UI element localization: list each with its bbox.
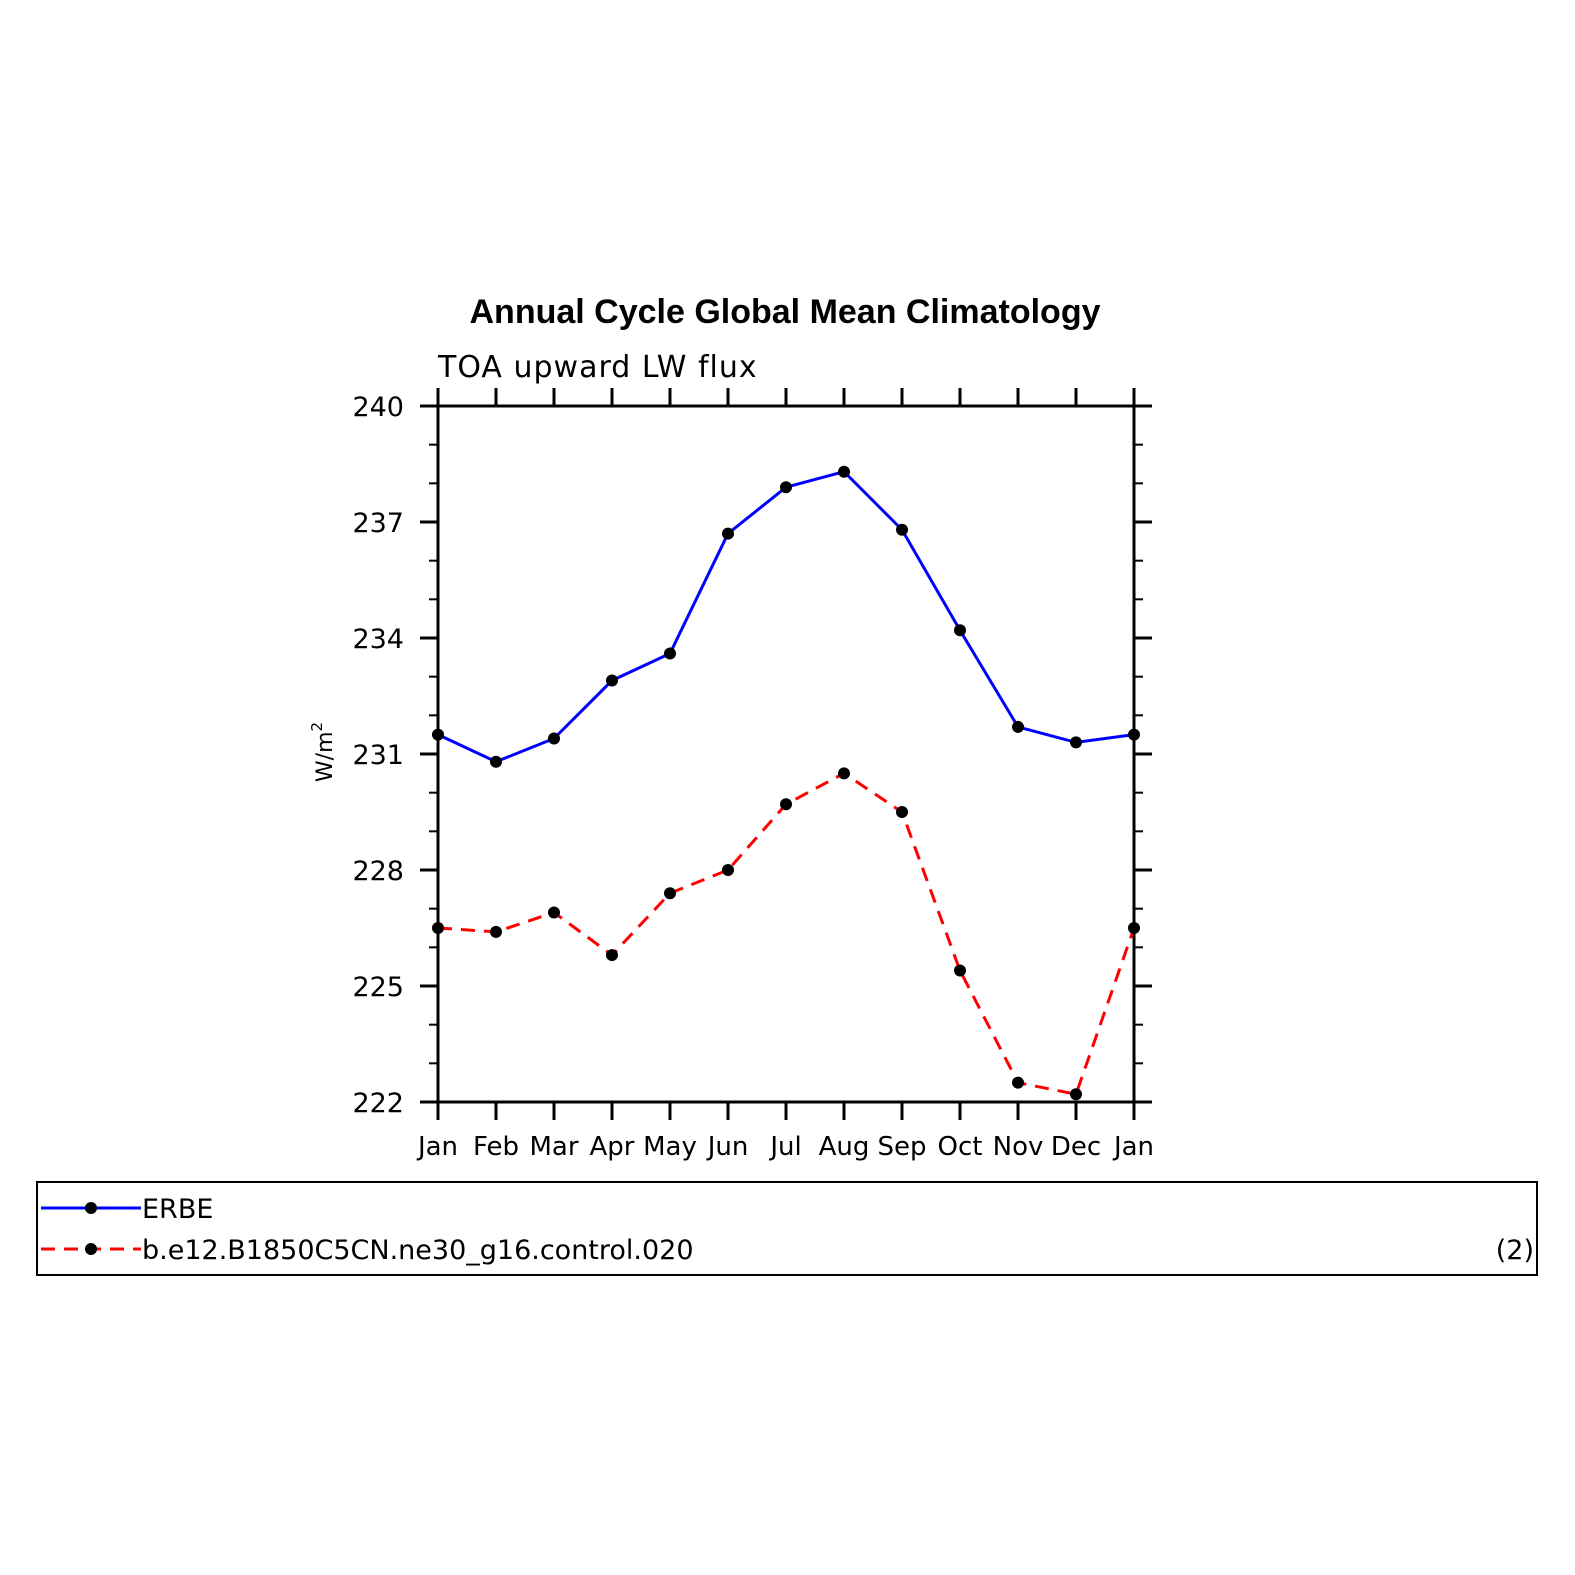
series-1-point <box>1128 922 1140 934</box>
series-1-point <box>838 767 850 780</box>
series-0-point <box>1012 720 1024 733</box>
series-0-point <box>490 755 502 768</box>
x-tick-label: May <box>643 1132 697 1162</box>
axis-ticks <box>420 388 1152 1120</box>
series-line-1 <box>437 771 1136 1096</box>
plot-frame <box>436 404 1136 1104</box>
series-0-point <box>722 527 734 540</box>
y-tick-label: 228 <box>352 856 404 887</box>
series-layer <box>432 465 1140 1101</box>
legend-label-model: b.e12.B1850C5CN.ne30_g16.control.020 <box>142 1235 694 1266</box>
series-0-point <box>664 647 676 660</box>
series-0-point <box>896 523 908 536</box>
series-0-point <box>548 732 560 745</box>
svg-text:W/m2: W/m2 <box>308 722 338 782</box>
y-tick-label: 237 <box>352 508 404 539</box>
series-0-point <box>1070 736 1082 749</box>
x-tick-label: Oct <box>938 1132 983 1162</box>
legend: ERBE b.e12.B1850C5CN.ne30_g16.control.02… <box>36 1181 1538 1276</box>
series-1-point <box>722 864 734 876</box>
series-0-point <box>1128 728 1140 741</box>
x-tick-label: Mar <box>529 1132 578 1162</box>
series-0-point <box>780 481 792 494</box>
x-tick-label: Aug <box>819 1132 870 1162</box>
series-1-point <box>896 806 908 818</box>
x-tick-label: Apr <box>590 1132 635 1162</box>
x-tick-label: Jan <box>1112 1132 1154 1162</box>
series-1-point <box>548 906 560 919</box>
series-0-point <box>838 465 850 478</box>
y-tick-label: 240 <box>352 392 404 423</box>
series-1-point <box>1070 1088 1082 1101</box>
chart-title: Annual Cycle Global Mean Climatology <box>470 293 1101 331</box>
series-1-point <box>490 925 502 938</box>
series-1-point <box>1012 1076 1024 1089</box>
x-tick-label: Jul <box>768 1132 801 1162</box>
legend-note: (2) <box>1496 1235 1534 1266</box>
legend-label-erbe: ERBE <box>142 1194 213 1225</box>
y-tick-label: 234 <box>352 624 404 655</box>
legend-marker-model <box>85 1243 97 1255</box>
x-tick-label: Feb <box>473 1132 519 1162</box>
chart-subtitle: TOA upward LW flux <box>437 350 758 385</box>
series-0-point <box>606 674 618 687</box>
y-tick-labels: 222 225 228 231 234 237 240 <box>352 392 404 1119</box>
legend-frame <box>36 1181 1538 1276</box>
series-1-point <box>664 887 676 900</box>
legend-marker-erbe <box>85 1202 97 1214</box>
y-axis-label: W/m2 <box>308 722 338 782</box>
y-tick-label: 225 <box>352 972 404 1003</box>
x-tick-labels: Jan Feb Mar Apr May Jun Jul Aug Sep Oct Nov Dec Jan <box>416 1132 1154 1162</box>
y-tick-label: 222 <box>352 1088 404 1119</box>
series-1-point <box>432 922 444 934</box>
x-tick-label: Jun <box>706 1132 749 1162</box>
series-1-point <box>780 798 792 811</box>
x-tick-label: Jan <box>416 1132 458 1162</box>
series-0-point <box>432 728 444 741</box>
series-0-point <box>954 624 966 637</box>
y-tick-label: 231 <box>352 740 404 771</box>
x-tick-label: Sep <box>877 1132 926 1162</box>
x-tick-label: Nov <box>993 1132 1044 1162</box>
series-1-point <box>606 949 618 962</box>
y-axis-label-text: W/m <box>313 731 338 782</box>
series-line-0 <box>437 470 1135 764</box>
x-tick-label: Dec <box>1051 1132 1101 1162</box>
y-axis-label-superscript: 2 <box>308 722 326 732</box>
series-1-point <box>954 964 966 977</box>
